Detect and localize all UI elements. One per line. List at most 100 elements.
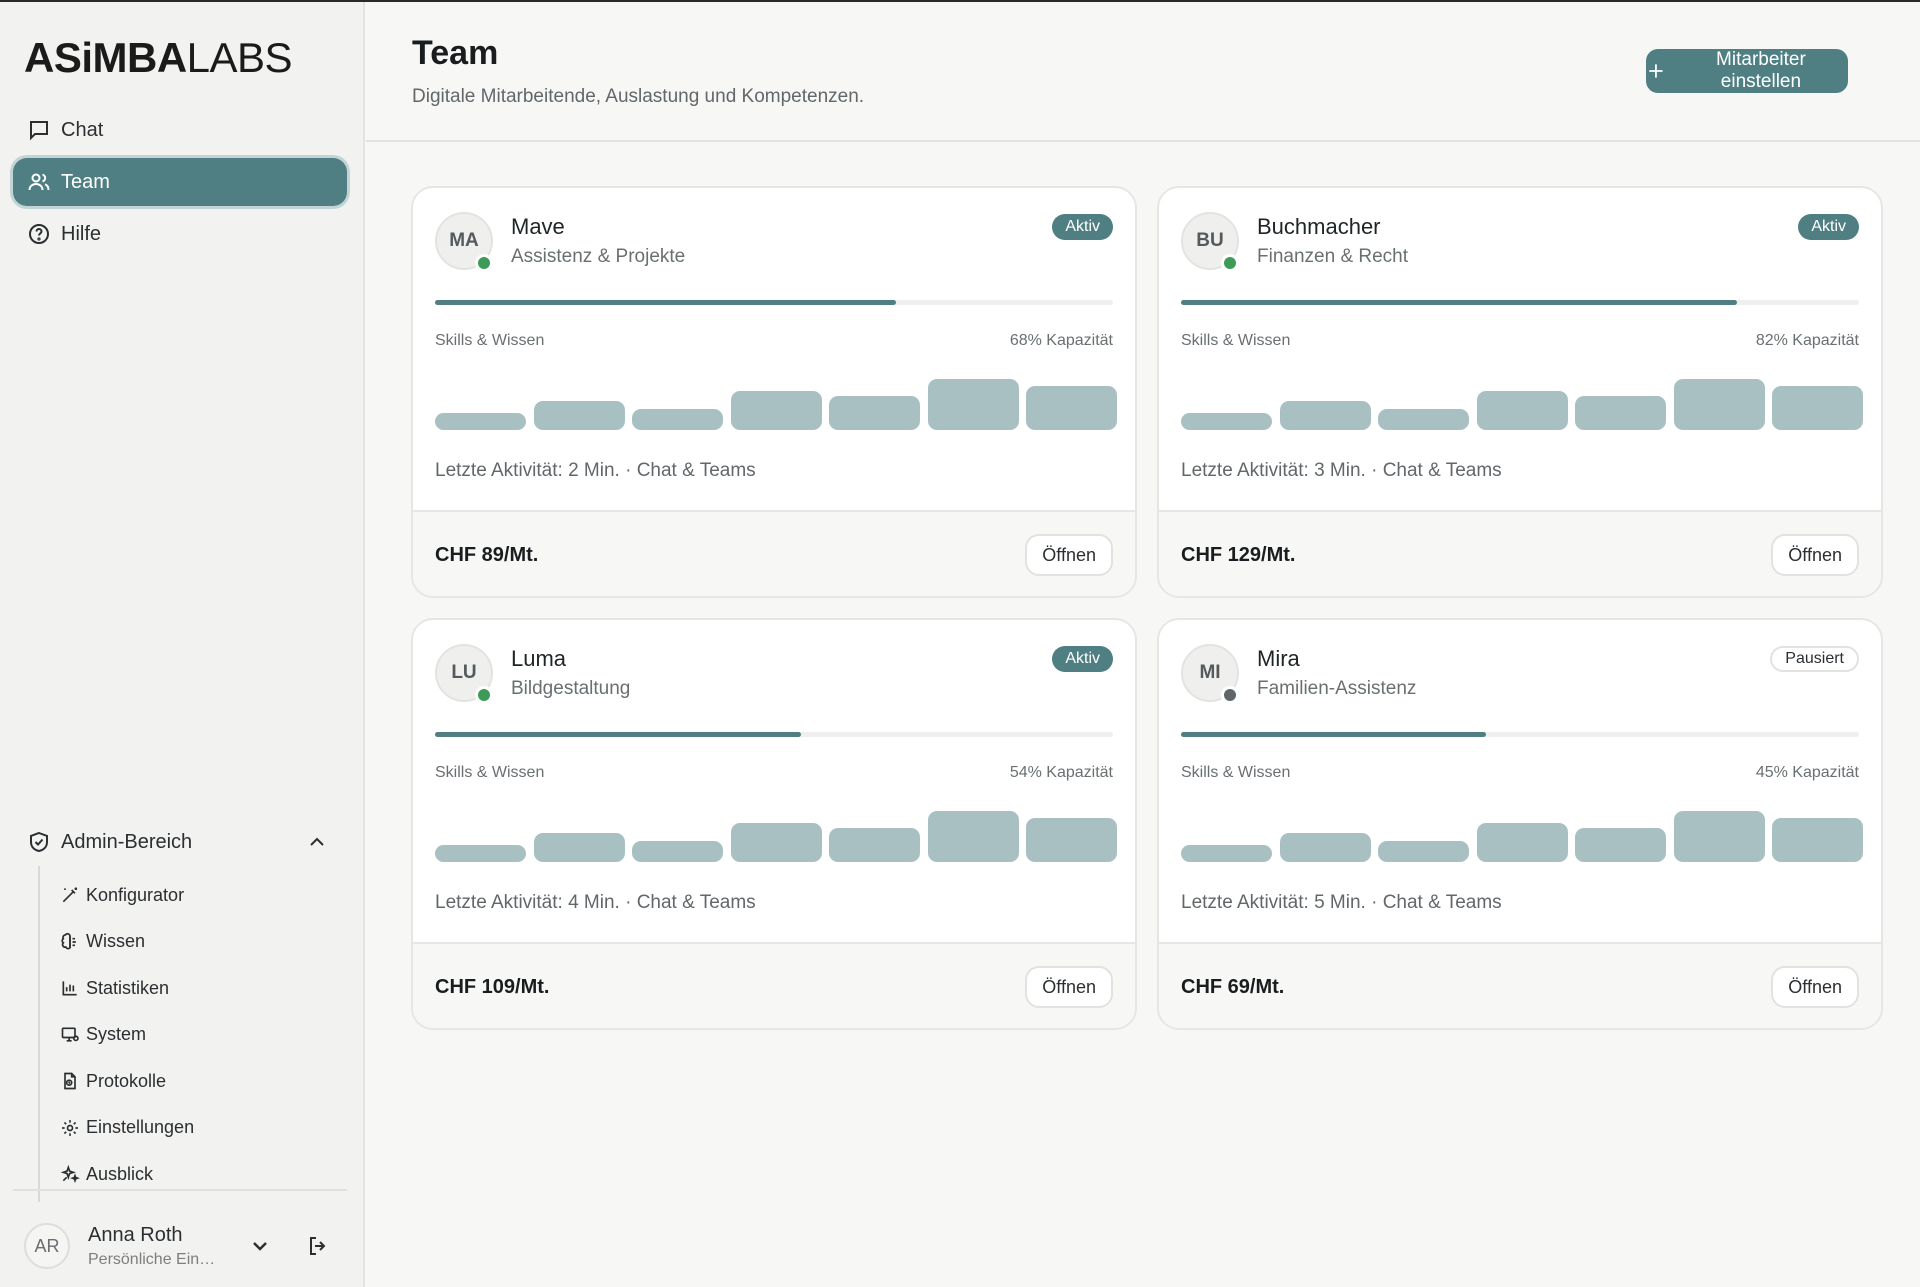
nav-item-hilfe[interactable]: Hilfe	[13, 210, 347, 258]
employee-card-footer: CHF 109/Mt. Öffnen	[413, 942, 1135, 1028]
admin-section-toggle[interactable]: Admin-Bereich	[13, 818, 347, 866]
skill-bar	[632, 409, 723, 430]
employee-card: MA Mave Assistenz & Projekte Aktiv Skill…	[411, 186, 1137, 598]
sidebar: ASiMBA LABS Chat Team Hilfe Admin-Bereich…	[0, 2, 365, 1287]
help-circle-icon	[29, 224, 49, 244]
last-activity: Letzte Aktivität: 2 Min. · Chat & Teams	[435, 460, 756, 481]
shield-icon	[30, 831, 48, 853]
skill-bar	[1772, 818, 1863, 862]
capacity-progress	[1181, 732, 1859, 737]
skill-bars	[1181, 810, 1863, 862]
admin-menu: Konfigurator Wissen Statistiken System P…	[38, 866, 347, 1202]
status-badge: Aktiv	[1052, 214, 1113, 240]
employee-card-body: MA Mave Assistenz & Projekte Aktiv Skill…	[413, 188, 1135, 510]
divider	[13, 1189, 347, 1191]
admin-item-label: Wissen	[86, 931, 146, 952]
skill-bar	[927, 811, 1019, 862]
skill-bar	[1026, 386, 1117, 430]
employee-card: MI Mira Familien-Assistenz Pausiert Skil…	[1157, 618, 1883, 1030]
nav-item-label: Team	[61, 170, 110, 193]
admin-item-system[interactable]: System	[40, 1012, 347, 1059]
nav-item-label: Hilfe	[61, 222, 102, 245]
logo-light-text: LABS	[186, 34, 293, 81]
skill-bar	[1772, 386, 1863, 430]
skills-label: Skills & Wissen	[435, 332, 545, 349]
employee-role: Familien-Assistenz	[1257, 678, 1417, 699]
magic-wand-icon	[62, 887, 78, 903]
hire-employee-button[interactable]: Mitarbeiter einstellen	[1646, 49, 1848, 93]
employee-card-footer: CHF 89/Mt. Öffnen	[413, 510, 1135, 596]
admin-item-label: Konfigurator	[86, 884, 185, 905]
skill-bar	[1026, 818, 1117, 862]
admin-item-einstellungen[interactable]: Einstellungen	[40, 1105, 347, 1152]
price: CHF 69/Mt.	[1181, 976, 1285, 998]
user-settings-link[interactable]: Persönliche Einstellungen	[88, 1250, 223, 1268]
skills-label: Skills & Wissen	[435, 764, 545, 781]
employee-role: Bildgestaltung	[511, 678, 631, 699]
employee-card-body: LU Luma Bildgestaltung Aktiv Skills & Wi…	[413, 620, 1135, 942]
nav-item-team[interactable]: Team	[13, 158, 347, 206]
user-menu-button[interactable]	[244, 1230, 276, 1262]
employee-role: Assistenz & Projekte	[511, 246, 686, 267]
team-grid: MA Mave Assistenz & Projekte Aktiv Skill…	[411, 186, 1883, 1032]
capacity-label: 54% Kapazität	[1009, 764, 1113, 781]
brain-icon	[61, 932, 76, 950]
logo-bold-text: ASiMBA	[24, 34, 187, 81]
last-activity: Letzte Aktivität: 3 Min. · Chat & Teams	[1181, 460, 1502, 481]
status-dot	[1221, 254, 1239, 272]
skill-bar	[1181, 413, 1272, 430]
skills-label: Skills & Wissen	[1181, 764, 1291, 781]
monitor-icon	[61, 1027, 79, 1042]
nav-item-chat[interactable]: Chat	[13, 106, 347, 154]
admin-item-wissen[interactable]: Wissen	[40, 919, 347, 966]
admin-item-statistiken[interactable]: Statistiken	[40, 965, 347, 1012]
skill-bar	[533, 401, 625, 430]
employee-card-body: BU Buchmacher Finanzen & Recht Aktiv Ski…	[1159, 188, 1881, 510]
skills-label: Skills & Wissen	[1181, 332, 1291, 349]
open-button[interactable]: Öffnen	[1025, 966, 1113, 1008]
admin-item-ausblick[interactable]: Ausblick	[40, 1151, 347, 1198]
capacity-progress-fill	[1181, 300, 1737, 305]
skill-bar	[1575, 396, 1666, 430]
bar-chart-icon	[62, 981, 77, 996]
skill-bar	[1279, 401, 1371, 430]
main-nav: Chat Team Hilfe	[13, 106, 347, 262]
admin-item-label: Statistiken	[86, 977, 170, 998]
skill-bar	[533, 833, 625, 862]
chat-bubble-icon	[30, 121, 48, 141]
window-top-border	[0, 0, 1920, 2]
skill-bar	[1476, 823, 1568, 862]
capacity-progress	[1181, 300, 1859, 305]
employee-name: Mave	[511, 214, 565, 239]
status-dot	[475, 686, 493, 704]
skill-bars	[1181, 378, 1863, 430]
user-name: Anna Roth	[88, 1223, 183, 1246]
skill-bar	[1476, 391, 1568, 430]
open-button[interactable]: Öffnen	[1771, 966, 1859, 1008]
capacity-progress-fill	[435, 300, 897, 305]
chevron-up-icon	[310, 837, 324, 846]
skill-bar	[1279, 833, 1371, 862]
employee-name: Luma	[511, 646, 567, 671]
skill-bar	[927, 379, 1019, 430]
open-button[interactable]: Öffnen	[1025, 534, 1113, 576]
nav-item-label: Chat	[61, 118, 104, 141]
admin-item-protokolle[interactable]: Protokolle	[40, 1058, 347, 1105]
admin-item-konfigurator[interactable]: Konfigurator	[40, 872, 347, 919]
employee-card: LU Luma Bildgestaltung Aktiv Skills & Wi…	[411, 618, 1137, 1030]
logs-icon	[64, 1072, 76, 1090]
logout-icon	[310, 1237, 326, 1255]
page-header: Team Digitale Mitarbeitende, Auslastung …	[366, 2, 1920, 142]
user-profile: AR Anna Roth Persönliche Einstellungen	[24, 1220, 344, 1272]
logout-button[interactable]	[302, 1230, 334, 1262]
avatar[interactable]: AR	[24, 1223, 70, 1269]
open-button[interactable]: Öffnen	[1771, 534, 1859, 576]
status-dot	[1221, 686, 1239, 704]
skill-bar	[1378, 409, 1469, 430]
admin-section-title: Admin-Bereich	[61, 830, 193, 853]
admin-item-label: Ausblick	[86, 1163, 154, 1184]
employee-card-footer: CHF 129/Mt. Öffnen	[1159, 510, 1881, 596]
last-activity: Letzte Aktivität: 4 Min. · Chat & Teams	[435, 892, 756, 913]
plus-icon	[1649, 64, 1663, 78]
employee-name: Mira	[1257, 646, 1300, 671]
